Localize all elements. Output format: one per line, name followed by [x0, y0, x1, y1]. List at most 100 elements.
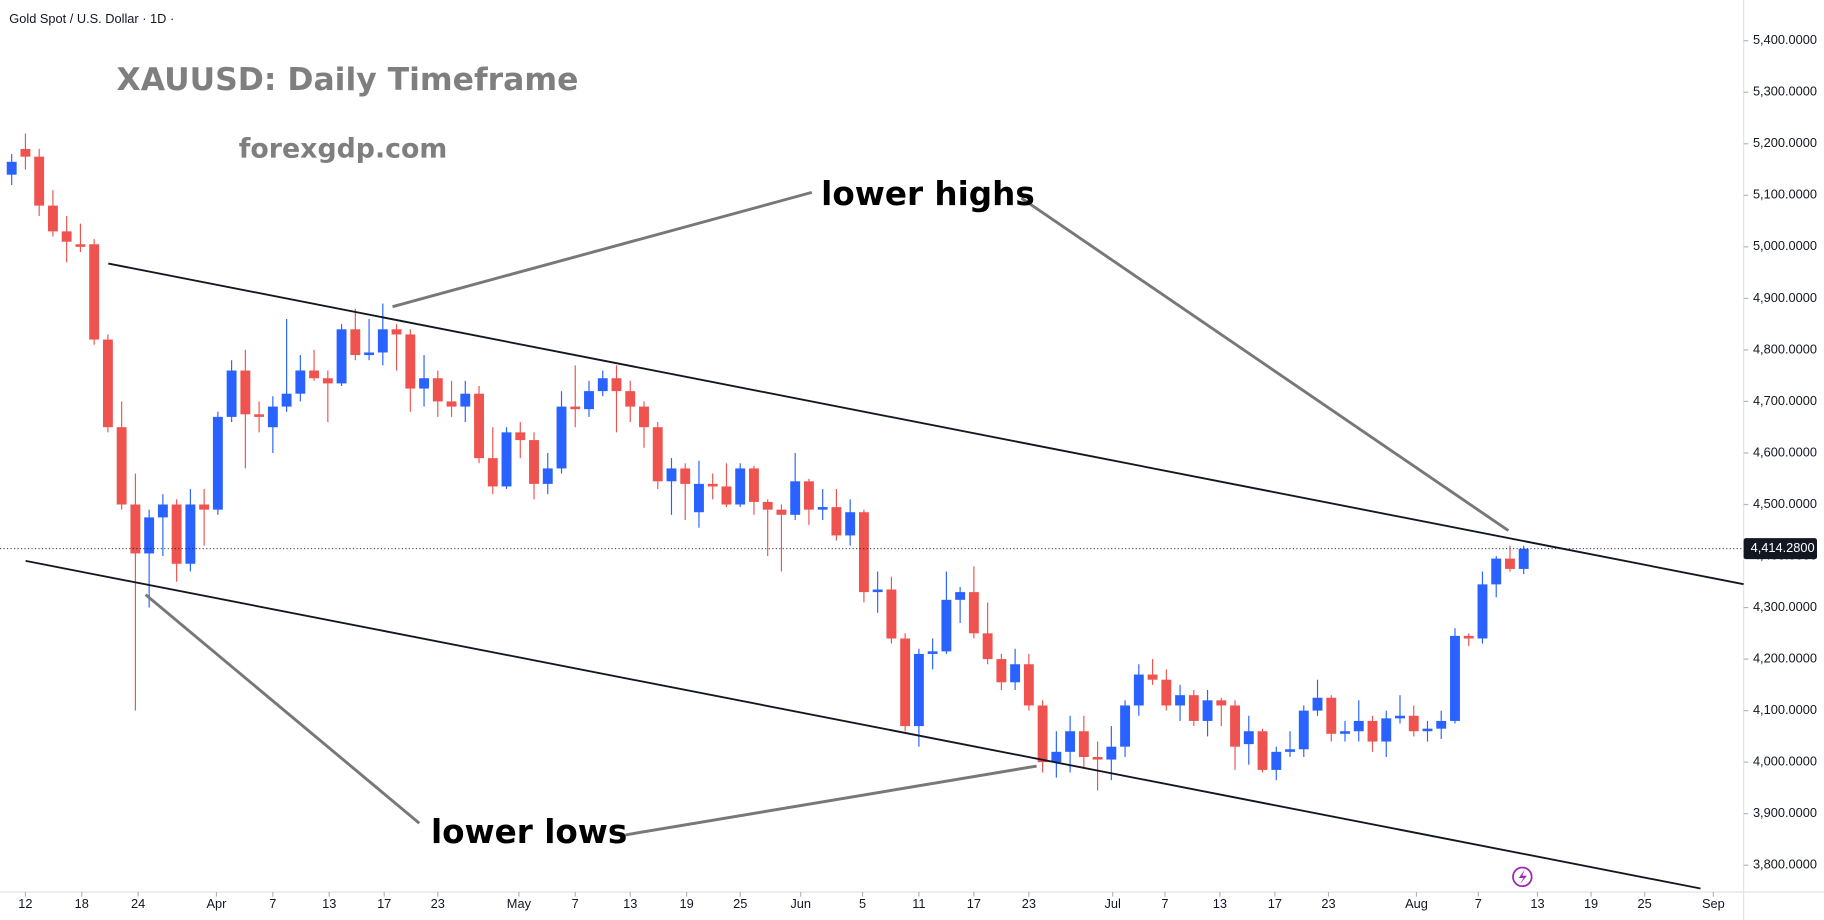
candle-body — [955, 592, 966, 600]
candle-body — [1051, 751, 1062, 763]
candle-body — [377, 329, 388, 353]
candle-body — [927, 651, 938, 654]
y-tick-label: 4,900.0000 — [1753, 290, 1817, 305]
y-tick-label: 3,900.0000 — [1753, 805, 1817, 820]
last-price-label: 4,414.2800 — [1751, 540, 1815, 555]
candle-body — [336, 329, 347, 384]
x-tick-label: 18 — [75, 896, 89, 911]
candle-body — [34, 156, 45, 206]
x-tick-label: 23 — [1022, 896, 1036, 911]
candle-body — [858, 512, 869, 593]
candle-body — [1271, 751, 1282, 770]
candle-body — [1367, 720, 1378, 742]
candle-body — [267, 406, 278, 428]
candle-body — [721, 486, 732, 505]
candle-body — [542, 468, 553, 484]
candle-body — [446, 401, 457, 407]
candle-body — [199, 504, 210, 510]
candle-body — [1450, 635, 1460, 721]
candle-body — [900, 638, 911, 727]
x-tick-label: 17 — [967, 896, 981, 911]
candle-body — [61, 231, 72, 242]
candle-body — [556, 406, 567, 469]
candle-body — [1463, 635, 1474, 639]
y-tick-label: 4,600.0000 — [1753, 444, 1817, 459]
candle-body — [1078, 731, 1089, 758]
x-tick-label: 25 — [1638, 896, 1652, 911]
chart-subtitle: forexgdp.com — [239, 133, 448, 164]
candle-body — [515, 432, 526, 441]
candle-body — [735, 468, 746, 505]
x-tick-label: Apr — [207, 896, 228, 911]
candle-body — [1175, 695, 1186, 706]
y-tick-label: 5,200.0000 — [1753, 135, 1817, 150]
candle-body — [6, 161, 17, 175]
candle-body — [707, 483, 718, 487]
candle-body — [748, 468, 759, 502]
candle-body — [1340, 731, 1350, 734]
last-price-tag — [1743, 538, 1818, 560]
annotation: lower highs — [821, 175, 1035, 213]
candle-body — [1023, 664, 1034, 706]
candle-body — [226, 370, 237, 417]
candle-body — [968, 592, 979, 634]
candle-body — [185, 504, 196, 564]
y-tick-label: 5,300.0000 — [1753, 84, 1817, 99]
candle-body — [1147, 674, 1158, 680]
candle-body — [680, 468, 691, 484]
y-tick-label: 3,800.0000 — [1753, 857, 1817, 872]
alert-icon-bolt — [1518, 869, 1527, 884]
candle-body — [845, 512, 856, 536]
candle-body — [1395, 715, 1405, 719]
candle-body — [1436, 720, 1447, 729]
y-tick-label: 5,400.0000 — [1753, 32, 1817, 47]
y-tick-label: 4,500.0000 — [1753, 496, 1817, 511]
candle-body — [1326, 697, 1337, 734]
candle-body — [1298, 710, 1309, 750]
candle-body — [639, 406, 649, 428]
candle-body — [240, 370, 251, 415]
x-tick-label: 7 — [1475, 896, 1482, 911]
candle-body — [75, 244, 86, 247]
y-tick-label: 5,100.0000 — [1753, 187, 1817, 202]
alert-icon[interactable] — [1512, 866, 1533, 888]
candle-body — [666, 468, 677, 482]
lower-trendline — [25, 559, 1701, 890]
candle-body — [886, 589, 897, 639]
x-tick-label: 13 — [1530, 896, 1544, 911]
x-tick-label: 25 — [733, 896, 747, 911]
candle-body — [322, 378, 333, 384]
candle-body — [460, 393, 471, 407]
x-tick-label: 7 — [1161, 896, 1168, 911]
pointer-line — [625, 764, 1037, 837]
upper-trendline — [108, 262, 1744, 586]
candle-body — [501, 432, 512, 487]
x-tick-label: 19 — [1584, 896, 1598, 911]
candle-body — [941, 599, 952, 652]
candle-body — [1065, 731, 1076, 752]
candle-body — [872, 589, 883, 593]
candle-body — [652, 427, 663, 482]
candle-body — [419, 378, 430, 389]
candle-body — [597, 378, 608, 392]
x-tick-label: 17 — [377, 896, 391, 911]
x-tick-label: Jun — [790, 896, 811, 911]
candle-body — [803, 481, 814, 510]
symbol-label: Gold Spot / U.S. Dollar · 1D · — [9, 11, 174, 26]
candle-body — [1188, 695, 1199, 721]
candle-body — [611, 378, 622, 392]
x-tick-label: Aug — [1405, 896, 1428, 911]
y-tick-label: 4,200.0000 — [1753, 650, 1817, 665]
candle-body — [130, 504, 141, 554]
candle-body — [1408, 715, 1419, 732]
x-tick-label: Sep — [1702, 896, 1725, 911]
candle-body — [1518, 548, 1529, 569]
pointer-line — [144, 593, 421, 825]
candle-body — [1422, 728, 1433, 732]
y-tick-label: 4,000.0000 — [1753, 754, 1817, 769]
candle-body — [817, 507, 828, 510]
annotation: lower lows — [431, 813, 627, 851]
candle-body — [1133, 674, 1144, 706]
candle-body — [1312, 697, 1323, 711]
